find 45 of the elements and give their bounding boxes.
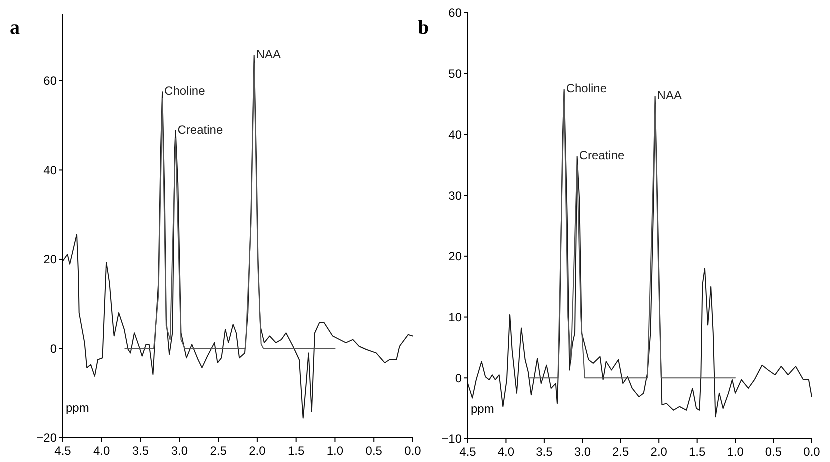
x-tick-label: 0.0	[404, 444, 422, 458]
x-tick-label: 4.5	[460, 445, 477, 459]
annotation: Choline	[164, 84, 206, 98]
y-tick-label: 60	[44, 74, 58, 88]
y-tick-label: 50	[448, 67, 462, 82]
x-tick-label: 1.0	[727, 445, 744, 459]
y-tick-label: −10	[442, 432, 462, 446]
x-axis-title: ppm	[66, 401, 90, 415]
line-series	[124, 62, 336, 350]
x-tick-label: 4.0	[498, 445, 515, 459]
y-tick-label: 40	[44, 163, 58, 178]
y-tick-label: 0	[50, 342, 58, 356]
x-tick-label: 3.5	[132, 444, 150, 458]
x-tick-label: 1.5	[688, 445, 706, 459]
x-axis-title: ppm	[471, 402, 494, 416]
x-tick-label: 1.0	[326, 444, 344, 458]
annotation: Choline	[566, 82, 608, 96]
x-tick-label: 4.0	[94, 444, 111, 458]
x-tick-label: 0.5	[765, 445, 782, 459]
x-tick-label: 4.5	[54, 444, 72, 458]
y-tick-label: 0	[455, 371, 462, 386]
x-tick-label: 2.5	[612, 445, 630, 459]
x-tick-label: 3.0	[171, 444, 188, 458]
annotation: Creatine	[178, 122, 224, 137]
x-tick-label: 0.5	[366, 444, 383, 458]
y-tick-label: 40	[448, 128, 462, 142]
x-tick-label: 1.5	[288, 444, 305, 458]
y-tick-label: 60	[448, 6, 462, 20]
annotation: NAA	[256, 48, 282, 62]
annotation: Creatine	[579, 148, 625, 163]
x-tick-label: 2.5	[210, 444, 228, 458]
x-tick-label: 0.0	[804, 445, 821, 459]
y-tick-label: 20	[44, 252, 58, 267]
y-tick-label: −20	[36, 431, 58, 446]
y-tick-label: 30	[448, 188, 462, 203]
x-tick-label: 2.0	[650, 445, 668, 459]
x-tick-label: 3.5	[536, 445, 554, 459]
annotation: NAA	[657, 88, 682, 102]
chart-title: a	[10, 17, 20, 39]
line-series	[528, 92, 736, 379]
y-tick-label: 20	[448, 250, 462, 264]
y-tick-label: 10	[448, 310, 462, 324]
chart-title: b	[418, 17, 430, 39]
x-tick-label: 3.0	[574, 445, 592, 459]
x-tick-label: 2.0	[249, 444, 266, 458]
